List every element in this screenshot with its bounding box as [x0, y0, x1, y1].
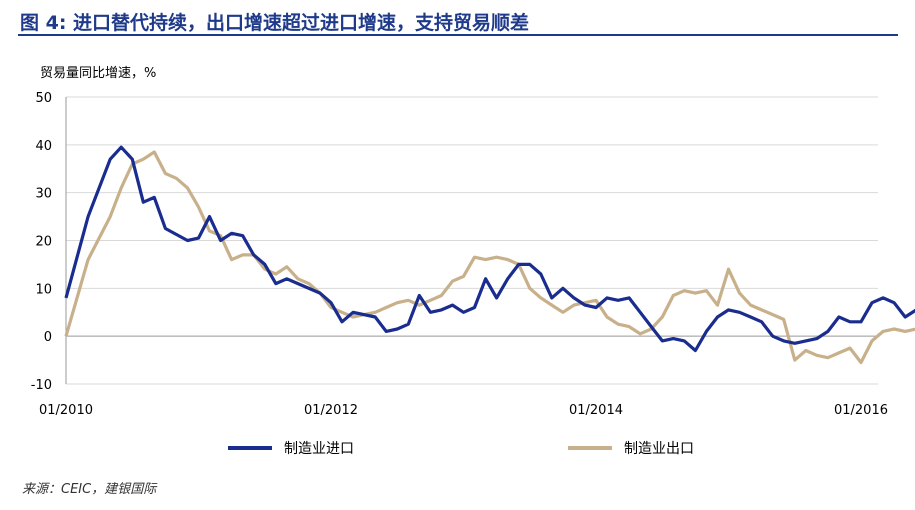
- line-chart: 50 40 30 20 10 0 -10 01/2010 01/2012 01/2014 01/2…: [31, 91, 915, 418]
- x-tick-label: 01/2010: [39, 403, 93, 418]
- y-tick-labels: 50 40 30 20 10 0 -10: [31, 91, 52, 393]
- y-tick-label: 30: [35, 187, 52, 202]
- x-tick-label: 01/2012: [304, 403, 358, 418]
- y-tick-label: 0: [44, 330, 52, 345]
- legend-item-import: 制造业进口: [228, 438, 354, 458]
- x-tick-label: 01/2014: [569, 403, 623, 418]
- series-lines: [64, 145, 915, 365]
- legend-label-export: 制造业出口: [624, 441, 694, 457]
- series-line: [64, 145, 915, 353]
- y-tick-label: 20: [35, 235, 52, 250]
- y-tick-label: 40: [35, 139, 52, 154]
- x-tick-labels: 01/201001/201201/201401/201601/201801/20…: [39, 403, 888, 418]
- y-tick-label: 50: [35, 91, 52, 106]
- x-tick-label: 01/2016: [834, 403, 888, 418]
- source-note: 来源：CEIC，建银国际: [22, 482, 157, 497]
- chart-title: 图 4: 进口替代持续，出口增速超过进口增速，支持贸易顺差: [20, 12, 530, 34]
- series-line: [64, 150, 915, 365]
- legend-swatch-import: [228, 446, 272, 450]
- legend-swatch-export: [568, 446, 612, 450]
- y-tick-label: -10: [31, 378, 52, 393]
- title-rule: [18, 34, 898, 36]
- grid-lines: [65, 96, 878, 385]
- y-axis-label: 贸易量同比增速，%: [40, 66, 157, 81]
- legend-item-export: 制造业出口: [568, 438, 694, 458]
- legend-label-import: 制造业进口: [284, 441, 354, 457]
- y-tick-label: 10: [35, 282, 52, 297]
